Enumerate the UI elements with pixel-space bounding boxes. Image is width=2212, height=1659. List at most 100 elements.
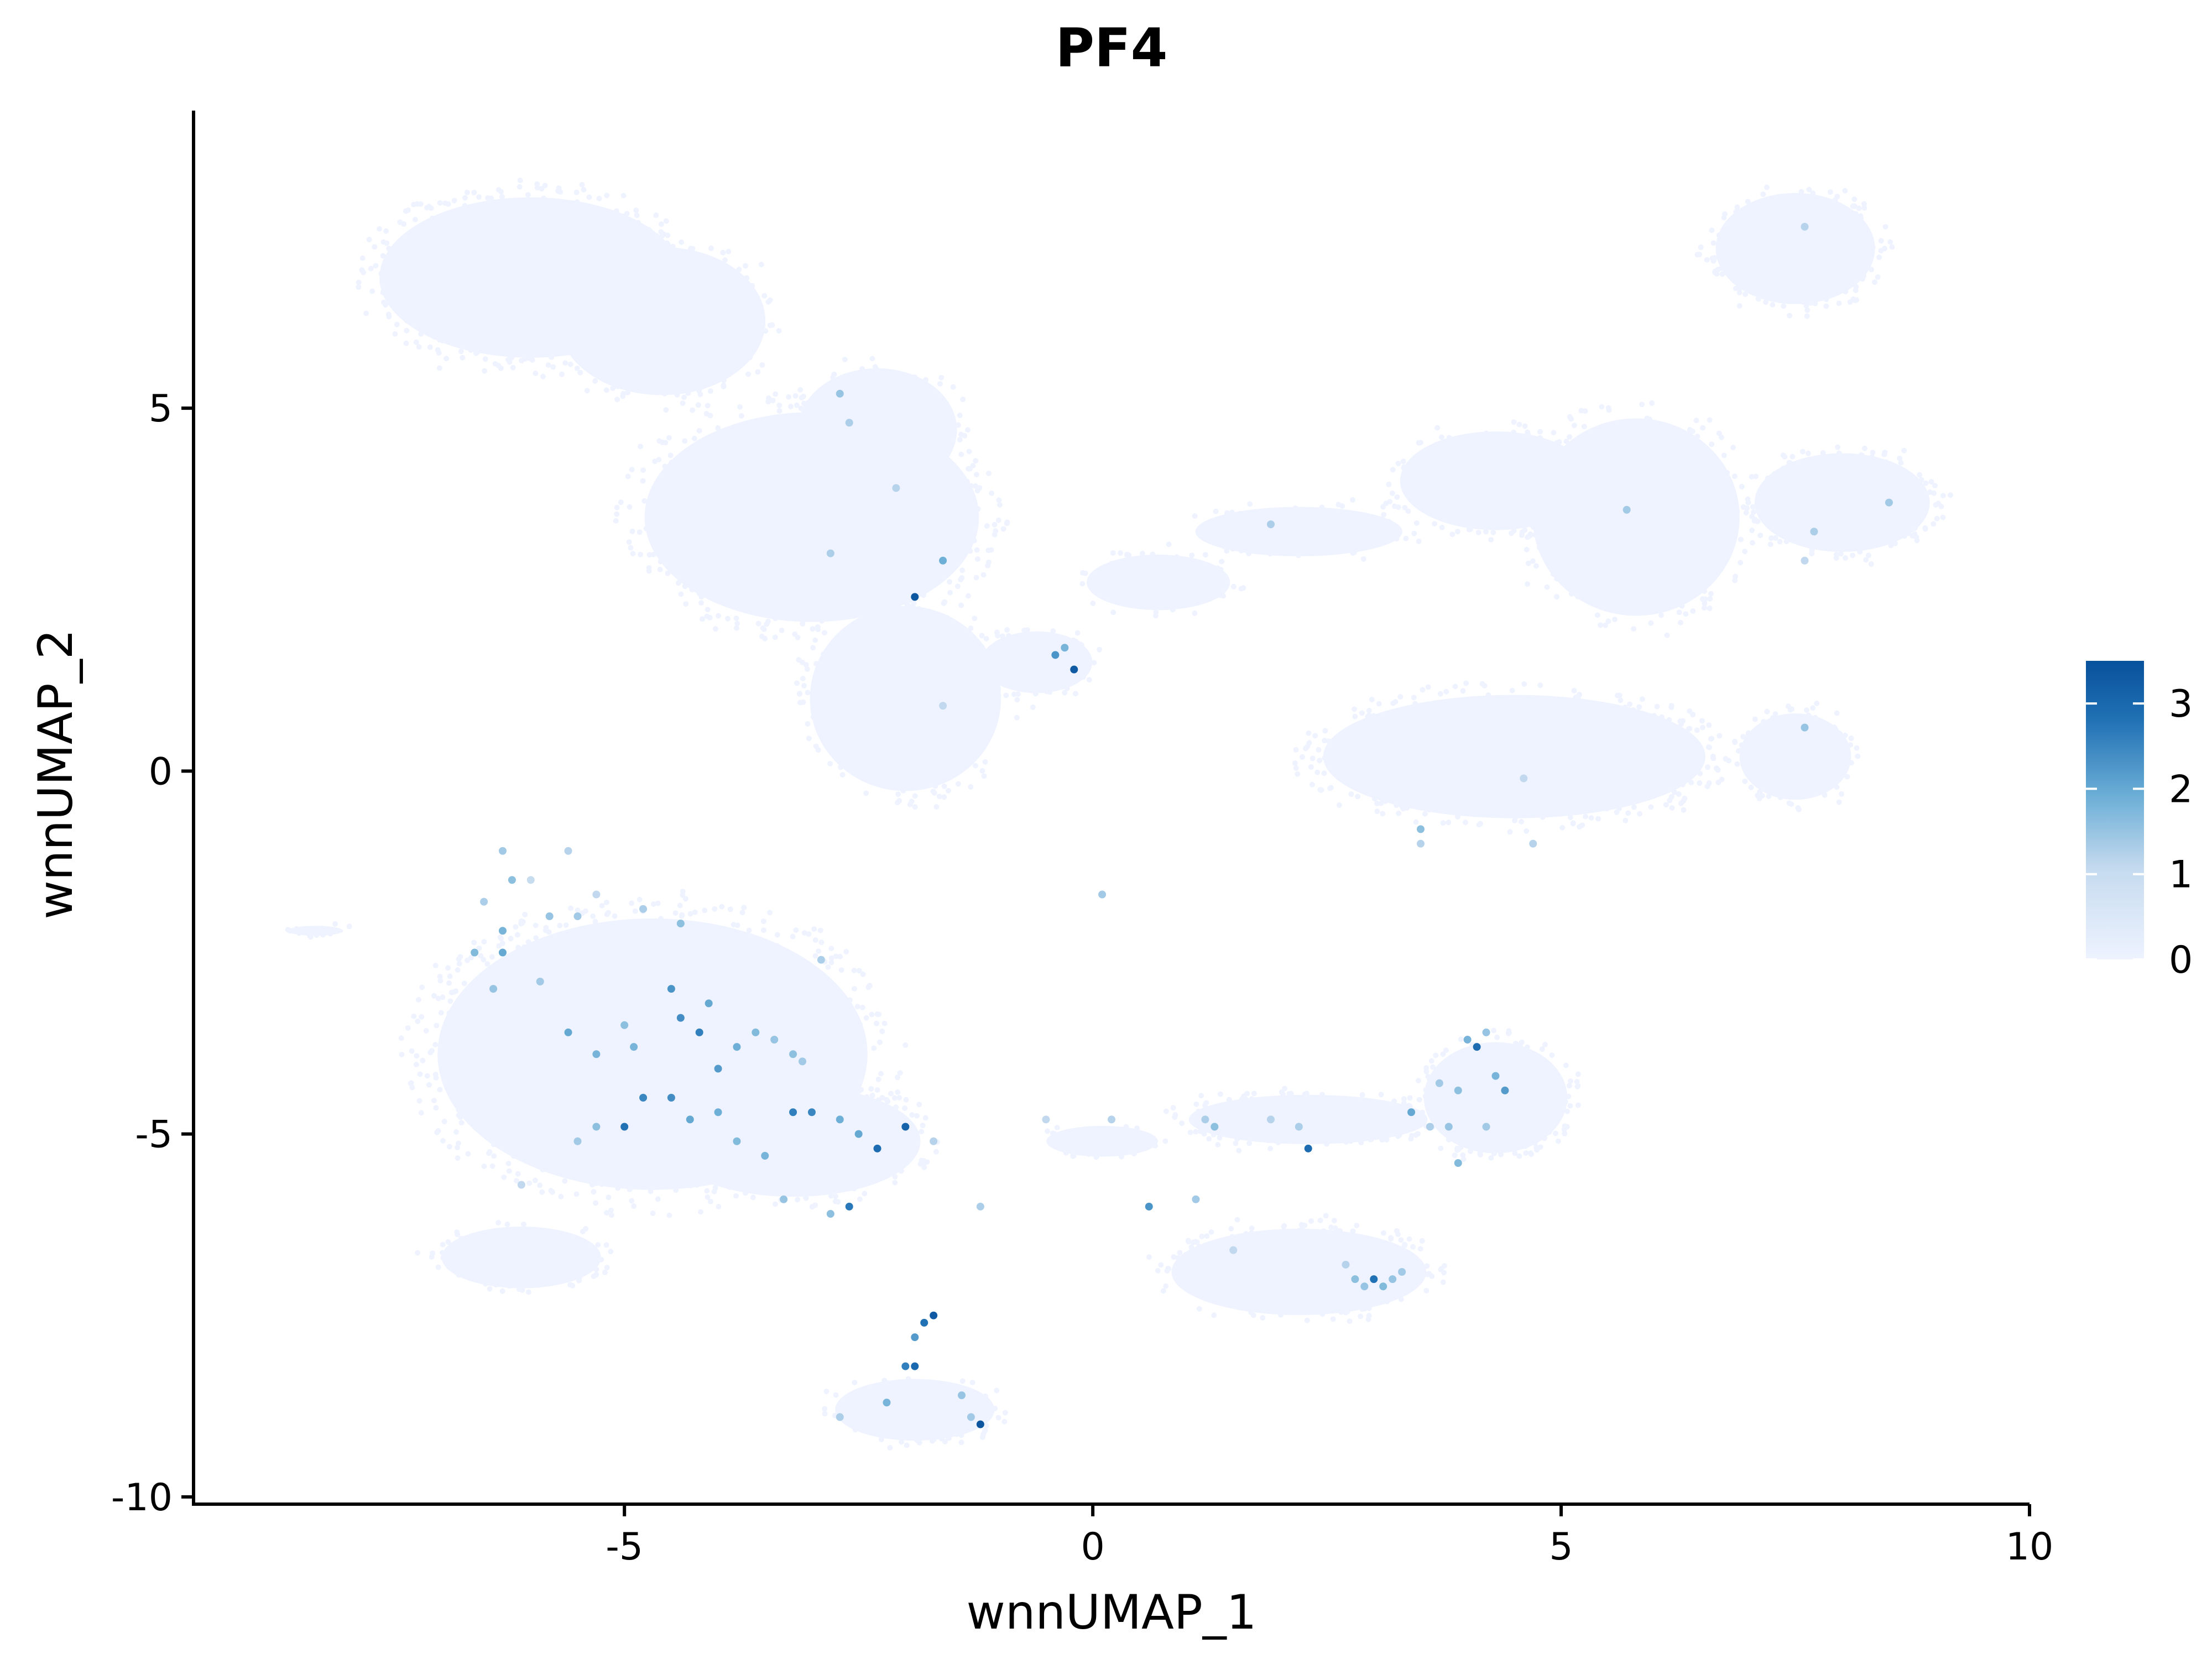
background-point: [1629, 499, 1635, 505]
background-point: [366, 237, 372, 243]
background-point: [650, 972, 656, 978]
background-point: [802, 602, 808, 608]
background-point: [1579, 440, 1585, 446]
background-point: [644, 1140, 650, 1146]
background-point: [897, 1070, 903, 1076]
background-point: [886, 596, 893, 602]
background-point: [452, 1088, 458, 1094]
background-point: [1004, 519, 1010, 525]
background-point: [655, 1196, 661, 1202]
background-point: [1742, 549, 1748, 555]
background-point: [633, 1178, 639, 1185]
background-point: [563, 1037, 569, 1043]
background-point: [1402, 505, 1408, 511]
background-point: [820, 456, 826, 462]
background-point: [539, 250, 545, 256]
background-point: [445, 1239, 451, 1245]
background-point: [841, 695, 847, 701]
background-point: [1820, 450, 1826, 456]
background-point: [767, 322, 773, 328]
background-point: [1655, 748, 1661, 754]
background-point: [585, 366, 591, 372]
background-point: [881, 1020, 888, 1026]
background-point: [471, 190, 477, 196]
background-point: [1848, 760, 1854, 766]
background-point: [543, 233, 549, 239]
background-point: [1824, 757, 1830, 763]
background-point: [890, 432, 896, 438]
background-point: [415, 997, 421, 1003]
background-point: [711, 345, 717, 351]
background-point: [380, 253, 386, 259]
background-point: [1417, 739, 1423, 745]
background-point: [641, 1046, 647, 1052]
background-point: [1777, 521, 1783, 527]
background-point: [889, 436, 895, 442]
background-point: [623, 1079, 629, 1085]
background-point: [904, 580, 910, 586]
background-point: [489, 1133, 495, 1139]
background-point: [747, 501, 753, 507]
background-point: [1328, 755, 1334, 761]
background-point: [588, 1117, 594, 1123]
background-point: [1814, 231, 1820, 237]
background-point: [896, 1095, 902, 1101]
background-point: [1505, 722, 1511, 728]
background-point: [537, 1162, 543, 1168]
background-point: [918, 716, 924, 722]
background-point: [877, 1039, 883, 1045]
background-point: [1293, 765, 1299, 771]
background-point: [1439, 524, 1445, 530]
background-point: [917, 564, 924, 570]
background-point: [1190, 599, 1196, 606]
background-point: [1416, 440, 1422, 446]
background-point: [808, 1044, 814, 1050]
background-point: [1005, 637, 1011, 643]
background-point: [851, 986, 857, 992]
background-point: [1765, 245, 1771, 251]
background-point: [715, 544, 721, 550]
background-point: [1697, 770, 1703, 776]
background-point: [1454, 529, 1460, 535]
background-point: [1787, 460, 1793, 466]
background-point: [914, 515, 920, 521]
background-point: [450, 331, 456, 337]
background-point: [613, 239, 619, 245]
background-point: [935, 539, 941, 545]
background-point: [776, 408, 782, 414]
background-point: [1789, 752, 1795, 758]
background-point: [547, 273, 554, 279]
background-point: [1830, 482, 1837, 488]
background-point: [1732, 577, 1738, 583]
background-point: [576, 953, 582, 959]
background-point: [1293, 747, 1299, 753]
background-point: [1654, 585, 1660, 591]
background-point: [1733, 209, 1739, 215]
background-point: [1323, 514, 1329, 520]
background-point: [1851, 460, 1857, 466]
background-point: [575, 263, 581, 269]
background-point: [920, 539, 926, 545]
background-point: [456, 306, 462, 312]
background-point: [515, 945, 521, 951]
background-point: [765, 299, 771, 305]
background-point: [920, 591, 926, 597]
background-point: [559, 371, 565, 377]
background-point: [1599, 789, 1605, 795]
background-point: [685, 1126, 691, 1133]
background-point: [503, 325, 509, 331]
background-point: [1694, 446, 1700, 452]
background-point: [914, 575, 920, 581]
background-point: [1574, 773, 1580, 779]
background-point: [873, 1113, 879, 1119]
background-point: [498, 260, 504, 267]
background-point: [1690, 568, 1696, 575]
background-point: [1760, 734, 1766, 740]
background-point: [1470, 719, 1477, 725]
background-point: [682, 1112, 688, 1118]
background-point: [844, 408, 851, 414]
background-point: [1608, 503, 1614, 509]
background-point: [565, 347, 571, 353]
background-point: [1386, 760, 1392, 766]
background-point: [915, 732, 921, 738]
